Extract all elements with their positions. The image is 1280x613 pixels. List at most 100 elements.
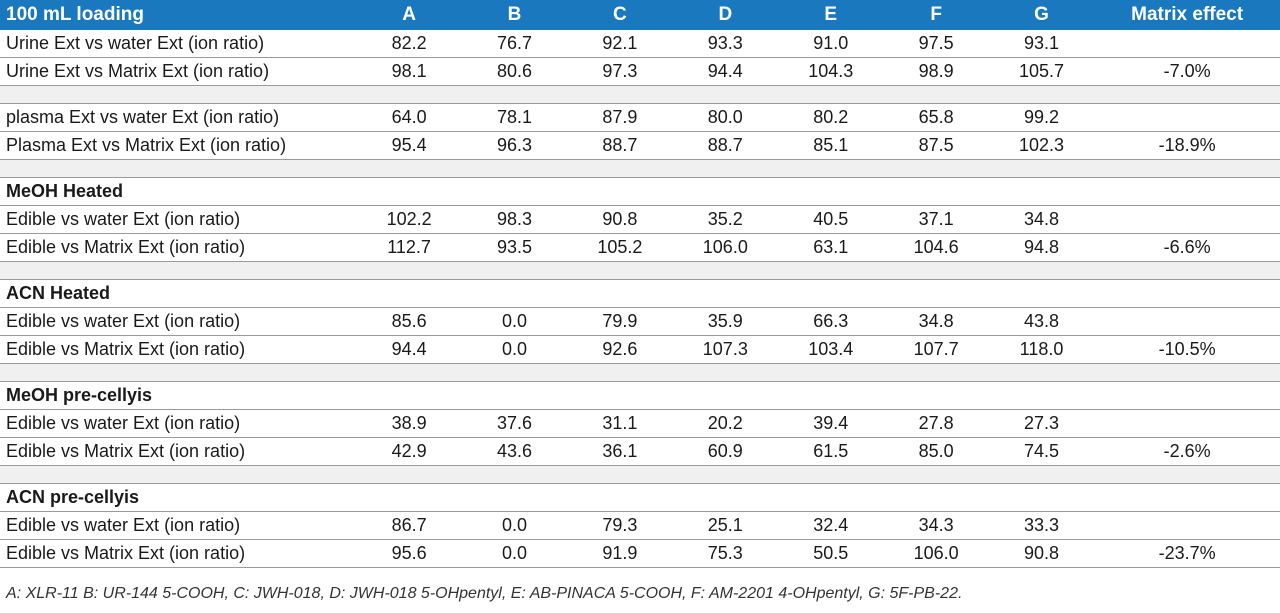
row-label: Edible vs Matrix Ext (ion ratio) [0, 539, 357, 568]
row-label: Edible vs Matrix Ext (ion ratio) [0, 335, 357, 364]
table-row: Plasma Ext vs Matrix Ext (ion ratio) 95.4… [0, 131, 1280, 160]
value-cell: 0.0 [461, 307, 568, 336]
row-label: Urine Ext vs water Ext (ion ratio) [0, 30, 357, 58]
table-row: Edible vs water Ext (ion ratio) 38.9 37.6 3… [0, 409, 1280, 438]
row-label: Plasma Ext vs Matrix Ext (ion ratio) [0, 131, 357, 160]
value-cell: 40.5 [778, 205, 884, 234]
value-cell: 105.7 [988, 57, 1095, 86]
section-heading: MeOH Heated [0, 177, 1280, 206]
row-label: Edible vs water Ext (ion ratio) [0, 511, 357, 540]
table-header-row: 100 mL loading A B C D E F G Matrix effe… [0, 0, 1280, 30]
compound-legend-footnote: A: XLR-11 B: UR-144 5-COOH, C: JWH-018, … [6, 585, 963, 602]
value-cell: 93.1 [988, 30, 1095, 58]
value-cell: 104.3 [778, 57, 884, 86]
value-cell: 93.3 [672, 30, 779, 58]
value-cell: 20.2 [672, 409, 779, 438]
section-heading-row: MeOH Heated [0, 177, 1280, 206]
header-matrix-effect: Matrix effect [1131, 4, 1244, 25]
value-cell: 34.8 [883, 307, 989, 336]
value-cell: 66.3 [778, 307, 884, 336]
section-heading: ACN Heated [0, 279, 1280, 308]
value-cell: 94.4 [672, 57, 779, 86]
value-cell: 106.0 [672, 233, 779, 262]
spacer-cell [0, 85, 1280, 104]
value-cell: 33.3 [988, 511, 1095, 540]
spacer-cell [0, 261, 1280, 280]
value-cell: 103.4 [778, 335, 884, 364]
table-row: Edible vs water Ext (ion ratio) 86.7 0.0 79… [0, 511, 1280, 540]
header-col-f: F [930, 4, 942, 25]
value-cell: 25.1 [672, 511, 779, 540]
value-cell: 97.3 [567, 57, 673, 86]
value-cell: 27.8 [883, 409, 989, 438]
value-cell: 65.8 [883, 103, 989, 132]
value-cell: 118.0 [988, 335, 1095, 364]
header-col-d: D [718, 4, 733, 25]
value-cell: 38.9 [356, 409, 462, 438]
matrix-effect-cell [1094, 30, 1280, 58]
value-cell: 97.5 [883, 30, 989, 58]
value-cell: 94.8 [988, 233, 1095, 262]
value-cell: 95.6 [356, 539, 462, 568]
spacer-row [0, 159, 1280, 178]
table-row: Edible vs Matrix Ext (ion ratio) 112.7 93.… [0, 233, 1280, 262]
value-cell: 78.1 [461, 103, 568, 132]
matrix-effect-cell: -7.0% [1094, 57, 1280, 86]
value-cell: 79.9 [567, 307, 673, 336]
row-label: Edible vs Matrix Ext (ion ratio) [0, 437, 357, 466]
value-cell: 34.8 [988, 205, 1095, 234]
table-row: plasma Ext vs water Ext (ion ratio) 64.0 7… [0, 103, 1280, 132]
value-cell: 32.4 [778, 511, 884, 540]
value-cell: 107.7 [883, 335, 989, 364]
value-cell: 82.2 [356, 30, 462, 58]
value-cell: 85.1 [778, 131, 884, 160]
value-cell: 35.2 [672, 205, 779, 234]
value-cell: 80.6 [461, 57, 568, 86]
value-cell: 85.6 [356, 307, 462, 336]
row-label: Edible vs water Ext (ion ratio) [0, 307, 357, 336]
value-cell: 94.4 [356, 335, 462, 364]
value-cell: 98.1 [356, 57, 462, 86]
value-cell: 0.0 [461, 335, 568, 364]
value-cell: 91.9 [567, 539, 673, 568]
header-col-e: E [824, 4, 838, 25]
value-cell: 36.1 [567, 437, 673, 466]
value-cell: 96.3 [461, 131, 568, 160]
value-cell: 35.9 [672, 307, 779, 336]
matrix-effect-cell: -23.7% [1094, 539, 1280, 568]
value-cell: 90.8 [988, 539, 1095, 568]
value-cell: 99.2 [988, 103, 1095, 132]
value-cell: 74.5 [988, 437, 1095, 466]
table-row: Edible vs water Ext (ion ratio) 85.6 0.0 79… [0, 307, 1280, 336]
value-cell: 42.9 [356, 437, 462, 466]
value-cell: 64.0 [356, 103, 462, 132]
header-loading-label: 100 mL loading [6, 4, 144, 25]
value-cell: 43.6 [461, 437, 568, 466]
value-cell: 88.7 [672, 131, 779, 160]
section-heading-row: MeOH pre-cellyis [0, 381, 1280, 410]
value-cell: 86.7 [356, 511, 462, 540]
matrix-effect-cell [1094, 409, 1280, 438]
matrix-effect-cell [1094, 307, 1280, 336]
value-cell: 98.3 [461, 205, 568, 234]
value-cell: 106.0 [883, 539, 989, 568]
value-cell: 37.1 [883, 205, 989, 234]
matrix-effect-cell [1094, 511, 1280, 540]
header-col-g: G [1034, 4, 1049, 25]
value-cell: 98.9 [883, 57, 989, 86]
value-cell: 34.3 [883, 511, 989, 540]
table-body: Urine Ext vs water Ext (ion ratio) 82.2 76… [0, 30, 1280, 568]
value-cell: 50.5 [778, 539, 884, 568]
value-cell: 91.0 [778, 30, 884, 58]
value-cell: 102.3 [988, 131, 1095, 160]
value-cell: 61.5 [778, 437, 884, 466]
spacer-cell [0, 159, 1280, 178]
value-cell: 39.4 [778, 409, 884, 438]
value-cell: 93.5 [461, 233, 568, 262]
value-cell: 87.9 [567, 103, 673, 132]
table-row: Edible vs Matrix Ext (ion ratio) 95.6 0.0 9… [0, 539, 1280, 568]
value-cell: 0.0 [461, 539, 568, 568]
ion-ratio-table: 100 mL loading A B C D E F G Matrix effe… [0, 0, 1280, 568]
table-row: Urine Ext vs Matrix Ext (ion ratio) 98.1 8… [0, 57, 1280, 86]
matrix-effect-cell [1094, 103, 1280, 132]
